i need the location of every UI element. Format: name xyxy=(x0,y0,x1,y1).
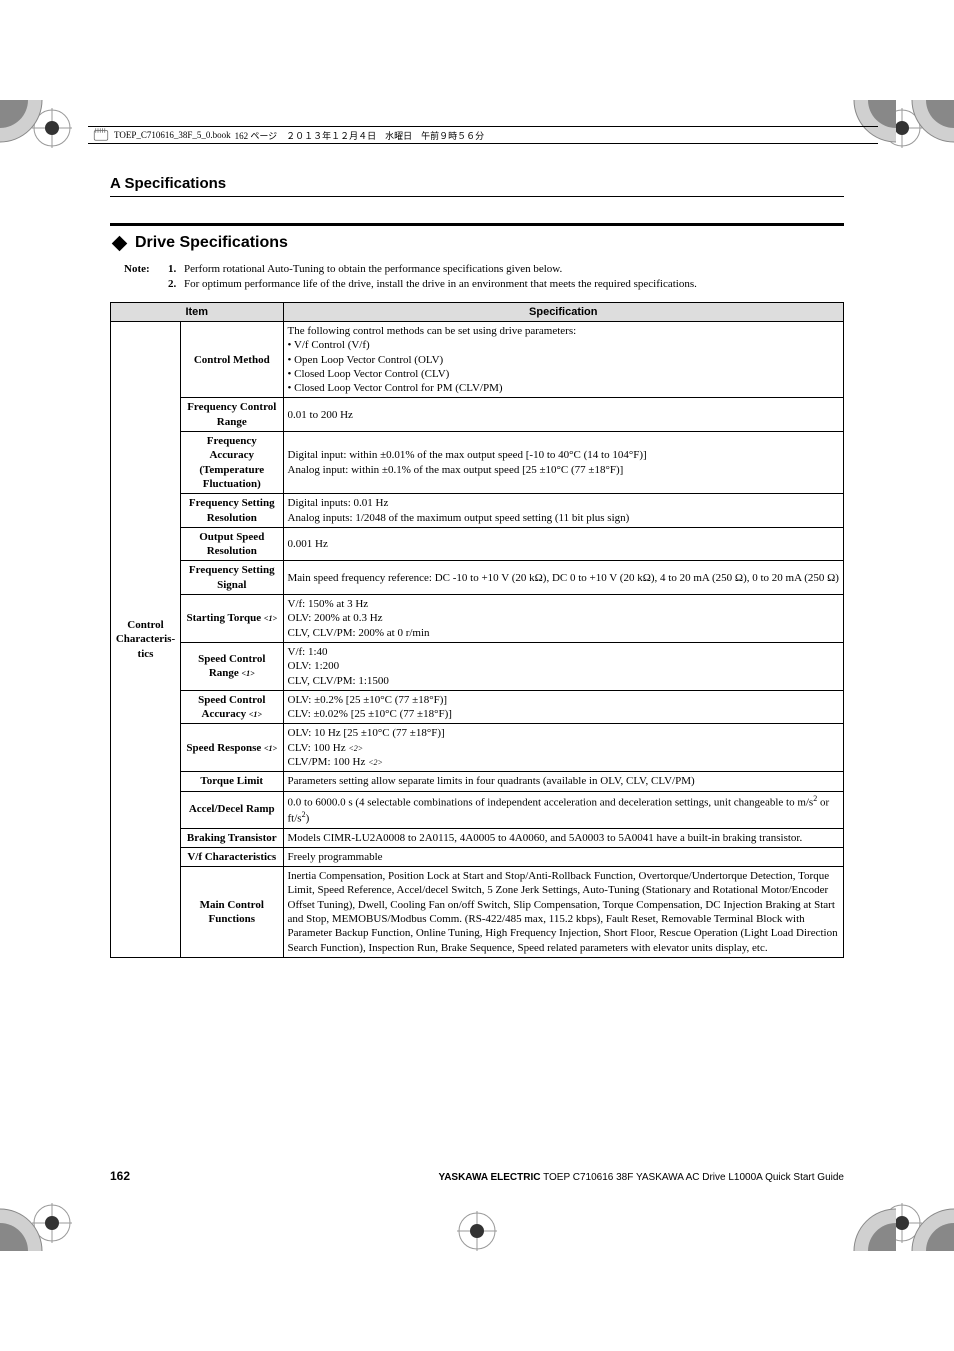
note-number: 1. xyxy=(168,262,184,277)
col-spec: Specification xyxy=(283,302,843,321)
cell: Parameters setting allow separate limits… xyxy=(283,772,843,791)
section-title: Drive Specifications xyxy=(110,234,844,252)
row-group: Control Characteris-tics xyxy=(111,321,181,957)
cell: V/f: 1:40 OLV: 1:200 CLV, CLV/PM: 1:1500 xyxy=(283,642,843,690)
row-label: Output Speed Resolution xyxy=(181,527,284,561)
regmark-icon xyxy=(457,1211,497,1251)
diamond-icon xyxy=(112,235,128,251)
print-header: TOEP_C710616_38F_5_0.book 162 ページ ２０１３年１… xyxy=(88,126,878,144)
row-label: Torque Limit xyxy=(181,772,284,791)
row-label: Starting Torque <1> xyxy=(181,595,284,643)
section-title-text: Drive Specifications xyxy=(135,234,288,252)
note-number: 2. xyxy=(168,277,184,292)
spec-table: Item Specification Control Characteris-t… xyxy=(110,302,844,958)
corner-arc-icon xyxy=(904,1201,954,1251)
cell: Digital inputs: 0.01 Hz Analog inputs: 1… xyxy=(283,494,843,528)
header-book-name: TOEP_C710616_38F_5_0.book xyxy=(114,130,231,140)
thick-rule xyxy=(110,223,844,226)
row-label: Frequency Control Range xyxy=(181,398,284,432)
row-label: Main Control Functions xyxy=(181,867,284,958)
cell: Inertia Compensation, Position Lock at S… xyxy=(283,867,843,958)
note-text: For optimum performance life of the driv… xyxy=(184,277,697,292)
cell: 0.001 Hz xyxy=(283,527,843,561)
header-page-info: 162 ページ ２０１３年１２月４日 水曜日 午前９時５６分 xyxy=(235,129,485,142)
cell: The following control methods can be set… xyxy=(283,321,843,397)
book-spiral-icon xyxy=(92,128,110,142)
page-number: 162 xyxy=(110,1169,130,1183)
cell: 0.0 to 6000.0 s (4 selectable combinatio… xyxy=(283,791,843,828)
row-label: V/f Characteristics xyxy=(181,847,284,866)
row-label: Speed Control Accuracy <1> xyxy=(181,690,284,724)
row-label: Braking Transistor xyxy=(181,828,284,847)
notes-block: Note: 1. Perform rotational Auto-Tuning … xyxy=(124,262,844,292)
cell: OLV: ±0.2% [25 ±10°C (77 ±18°F)] CLV: ±0… xyxy=(283,690,843,724)
row-label: Speed Response <1> xyxy=(181,724,284,772)
cell: Main speed frequency reference: DC -10 t… xyxy=(283,561,843,595)
cell: Freely programmable xyxy=(283,847,843,866)
footer-doc: YASKAWA ELECTRIC TOEP C710616 38F YASKAW… xyxy=(438,1172,844,1183)
cell: Digital input: within ±0.01% of the max … xyxy=(283,432,843,494)
row-label: Frequency Setting Resolution xyxy=(181,494,284,528)
page-content: A Specifications Drive Specifications No… xyxy=(110,175,844,958)
note-text: Perform rotational Auto-Tuning to obtain… xyxy=(184,262,562,277)
cell: OLV: 10 Hz [25 ±10°C (77 ±18°F)] CLV: 10… xyxy=(283,724,843,772)
row-label: Control Method xyxy=(181,321,284,397)
page-footer: 162 YASKAWA ELECTRIC TOEP C710616 38F YA… xyxy=(110,1169,844,1183)
row-label: Speed Control Range <1> xyxy=(181,642,284,690)
appendix-title: A Specifications xyxy=(110,175,844,197)
corner-arc-icon xyxy=(0,100,50,150)
corner-arc-icon xyxy=(846,1201,896,1251)
col-item: Item xyxy=(111,302,284,321)
cell: V/f: 150% at 3 Hz OLV: 200% at 0.3 Hz CL… xyxy=(283,595,843,643)
cell: 0.01 to 200 Hz xyxy=(283,398,843,432)
row-label: Frequency Setting Signal xyxy=(181,561,284,595)
note-label: Note: xyxy=(124,262,168,277)
row-label: Accel/Decel Ramp xyxy=(181,791,284,828)
cell: Models CIMR-LU2A0008 to 2A0115, 4A0005 t… xyxy=(283,828,843,847)
row-label: Frequency Accuracy (Temperature Fluctuat… xyxy=(181,432,284,494)
corner-arc-icon xyxy=(904,100,954,150)
corner-arc-icon xyxy=(0,1201,50,1251)
